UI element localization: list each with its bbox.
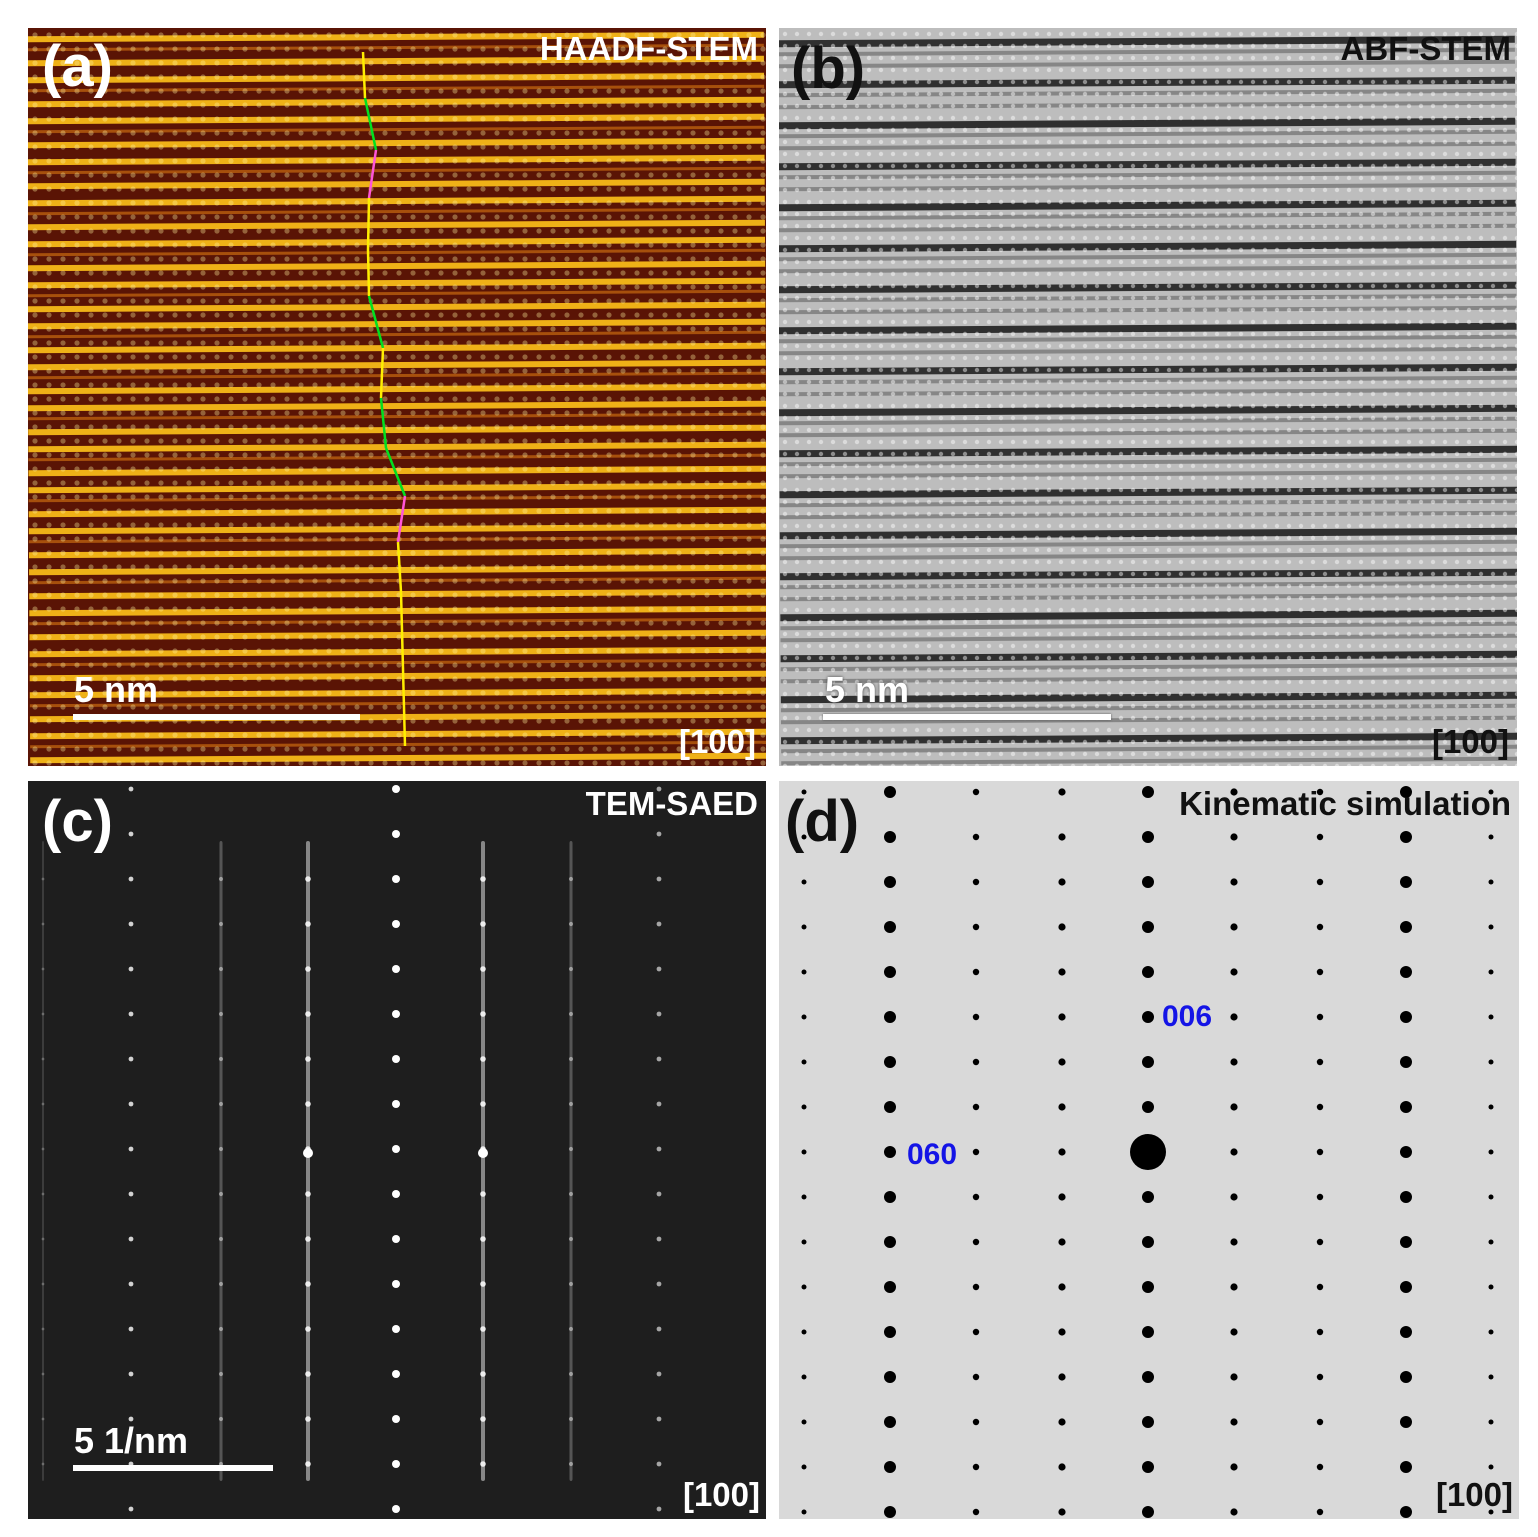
scale-bar-b bbox=[823, 714, 1111, 720]
saed-pattern bbox=[28, 781, 766, 1519]
haadf-image bbox=[28, 28, 766, 766]
index-label-060: 060 bbox=[907, 1138, 958, 1171]
zone-axis-b: [100] bbox=[1431, 723, 1509, 760]
scale-label-a: 5 nm bbox=[74, 669, 159, 710]
scale-bar-a bbox=[73, 714, 360, 720]
panel-haadf-stem: (a) HAADF-STEM 5 nm [100] bbox=[28, 28, 766, 766]
mode-label-d: Kinematic simulation bbox=[1179, 785, 1511, 822]
index-label-006: 006 bbox=[1162, 1000, 1213, 1033]
mode-label-b: ABF-STEM bbox=[1340, 30, 1511, 67]
zone-axis-a: [100] bbox=[678, 723, 756, 760]
scale-label-b: 5 nm bbox=[825, 669, 910, 710]
panel-label-a: (a) bbox=[42, 34, 113, 99]
panel-label-c: (c) bbox=[42, 789, 113, 854]
panel-label-d: (d) bbox=[785, 789, 860, 854]
abf-image bbox=[779, 28, 1517, 766]
panel-tem-saed: (c) TEM-SAED 5 1/nm [100] bbox=[28, 781, 766, 1519]
zone-axis-c: [100] bbox=[682, 1476, 760, 1513]
stacking-guide-line bbox=[361, 51, 407, 747]
diffraction-rows bbox=[41, 785, 662, 1513]
scale-bar-c bbox=[73, 1465, 273, 1471]
panel-kinematic-simulation: (d) Kinematic simulation 006 060 [100] bbox=[779, 781, 1519, 1519]
scale-label-c: 5 1/nm bbox=[74, 1420, 189, 1461]
mode-label-c: TEM-SAED bbox=[585, 785, 758, 822]
simulated-spots bbox=[801, 786, 1494, 1518]
simulated-pattern bbox=[779, 781, 1519, 1519]
panel-label-b: (b) bbox=[791, 36, 866, 101]
mode-label-a: HAADF-STEM bbox=[539, 30, 758, 67]
panel-abf-stem: (b) ABF-STEM 5 nm [100] bbox=[779, 28, 1517, 766]
zone-axis-d: [100] bbox=[1435, 1476, 1513, 1513]
